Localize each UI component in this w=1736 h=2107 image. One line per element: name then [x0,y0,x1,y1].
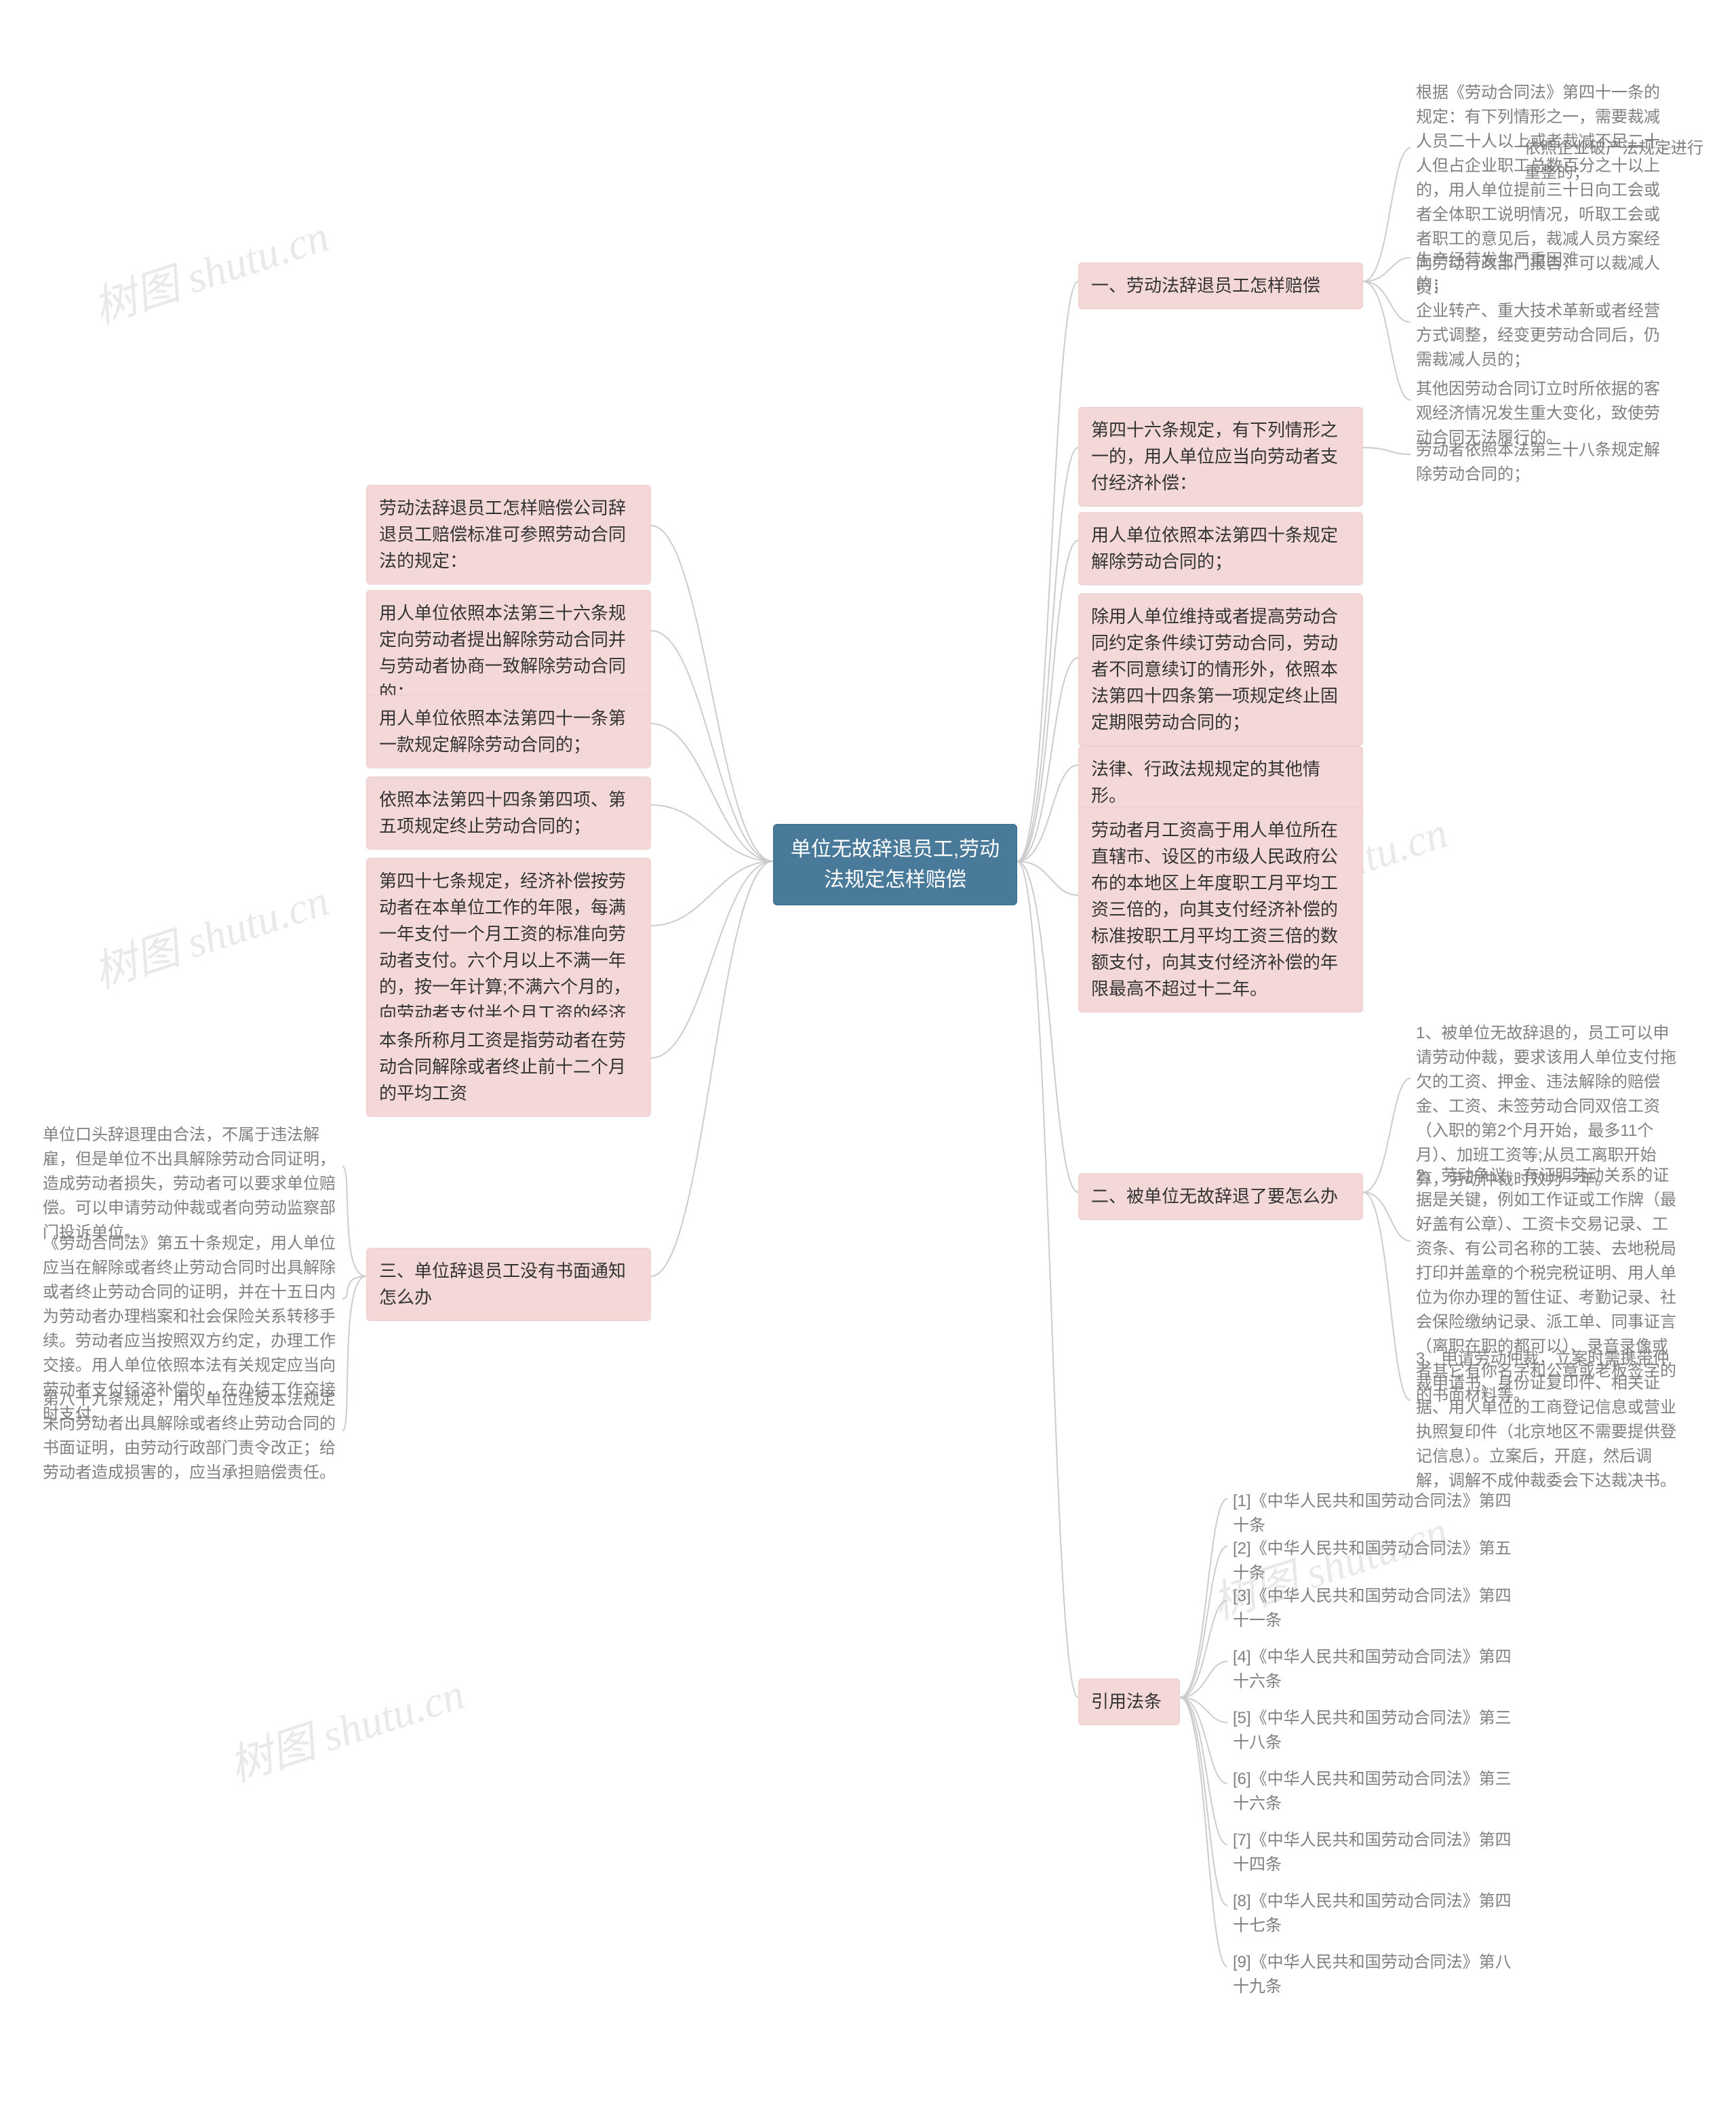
right-node-section2[interactable]: 二、被单位无故辞退了要怎么办 [1078,1173,1363,1220]
r2-child: 劳动者依照本法第三十八条规定解除劳动合同的； [1410,434,1675,491]
r1-child: 生产经营发生严重困难的； [1410,244,1614,301]
left-node[interactable]: 本条所称月工资是指劳动者在劳动合同解除或者终止前十二个月的平均工资 [366,1017,651,1117]
mindmap-stage: 树图 shutu.cn 树图 shutu.cn 树图 shutu.cn 树图 s… [0,0,1736,2107]
left-node-section3[interactable]: 三、单位辞退员工没有书面通知怎么办 [366,1248,651,1321]
right-node[interactable]: 用人单位依照本法第四十条规定解除劳动合同的； [1078,512,1363,585]
left-node[interactable]: 劳动法辞退员工怎样赔偿公司辞退员工赔偿标准可参照劳动合同法的规定： [366,485,651,585]
watermark: 树图 shutu.cn [220,1659,471,1794]
citation-item: [8]《中华人民共和国劳动合同法》第四十七条 [1227,1885,1526,1942]
left-node[interactable]: 依照本法第四十四条第四项、第五项规定终止劳动合同的； [366,776,651,850]
r7-child: 3、申请劳动仲裁，立案时需携带仲裁申请书、身份证复印件、相关证据、用人单位的工商… [1410,1343,1682,1497]
citation-item: [5]《中华人民共和国劳动合同法》第三十八条 [1227,1702,1526,1759]
root-node[interactable]: 单位无故辞退员工,劳动法规定怎样赔偿 [773,824,1017,905]
right-node-section1[interactable]: 一、劳动法辞退员工怎样赔偿 [1078,262,1363,309]
r1a-child: 依照企业破产法规定进行重整的； [1519,132,1709,189]
watermark: 树图 shutu.cn [85,866,336,1000]
citation-item: [4]《中华人民共和国劳动合同法》第四十六条 [1227,1641,1526,1698]
watermark: 树图 shutu.cn [85,201,336,336]
right-node[interactable]: 第四十六条规定，有下列情形之一的，用人单位应当向劳动者支付经济补偿： [1078,407,1363,507]
citation-item: [9]《中华人民共和国劳动合同法》第八十九条 [1227,1946,1526,2003]
right-node-citations[interactable]: 引用法条 [1078,1678,1180,1725]
right-node[interactable]: 除用人单位维持或者提高劳动合同约定条件续订劳动合同，劳动者不同意续订的情形外，依… [1078,593,1363,746]
citation-item: [3]《中华人民共和国劳动合同法》第四十一条 [1227,1580,1526,1637]
citation-item: [7]《中华人民共和国劳动合同法》第四十四条 [1227,1824,1526,1881]
right-node[interactable]: 劳动者月工资高于用人单位所在直辖市、设区的市级人民政府公布的本地区上年度职工月平… [1078,807,1363,1012]
citation-item: [6]《中华人民共和国劳动合同法》第三十六条 [1227,1763,1526,1820]
left-plain-node: 第八十九条规定，用人单位违反本法规定未向劳动者出具解除或者终止劳动合同的书面证明… [37,1383,342,1489]
r1-child: 企业转产、重大技术革新或者经营方式调整，经变更劳动合同后，仍需裁减人员的； [1410,295,1675,376]
left-node[interactable]: 用人单位依照本法第四十一条第一款规定解除劳动合同的； [366,695,651,768]
